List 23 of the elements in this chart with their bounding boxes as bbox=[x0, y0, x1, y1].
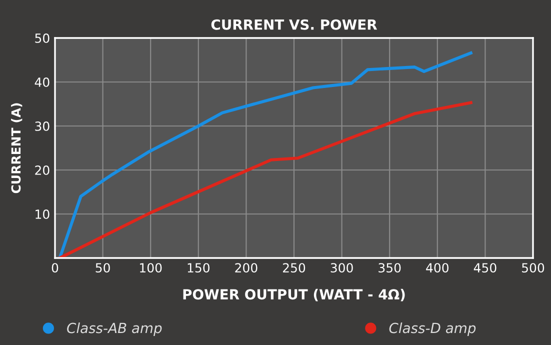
x-tick-label: 400 bbox=[426, 263, 448, 273]
x-tick-label: 50 bbox=[96, 263, 110, 273]
x-tick-label: 450 bbox=[474, 263, 496, 273]
x-tick-label: 300 bbox=[330, 263, 353, 273]
y-axis-title: CURRENT (A) bbox=[11, 103, 22, 194]
y-tick-label: 40 bbox=[34, 77, 50, 87]
x-tick-label: 150 bbox=[188, 263, 210, 273]
y-tick-label: 20 bbox=[35, 165, 50, 175]
y-tick-label: 10 bbox=[36, 209, 50, 219]
x-tick-label: 350 bbox=[378, 263, 401, 273]
x-tick-label: 200 bbox=[235, 263, 258, 273]
legend-label: Class-AB amp bbox=[67, 322, 162, 336]
y-tick-label: 30 bbox=[35, 121, 50, 131]
y-tick-label: 50 bbox=[35, 33, 50, 43]
legend-label: Class-D amp bbox=[389, 322, 476, 336]
line-series bbox=[58, 51, 472, 258]
x-tick-label: 500 bbox=[522, 263, 544, 273]
x-tick-label: 0 bbox=[52, 263, 58, 273]
x-tick-label: 100 bbox=[140, 263, 162, 273]
line-series bbox=[58, 101, 472, 258]
x-axis-title: POWER OUTPUT (WATT - 4Ω) bbox=[183, 288, 405, 302]
chart-title: CURRENT VS. POWER bbox=[211, 19, 378, 30]
x-tick-label: 250 bbox=[282, 263, 306, 273]
